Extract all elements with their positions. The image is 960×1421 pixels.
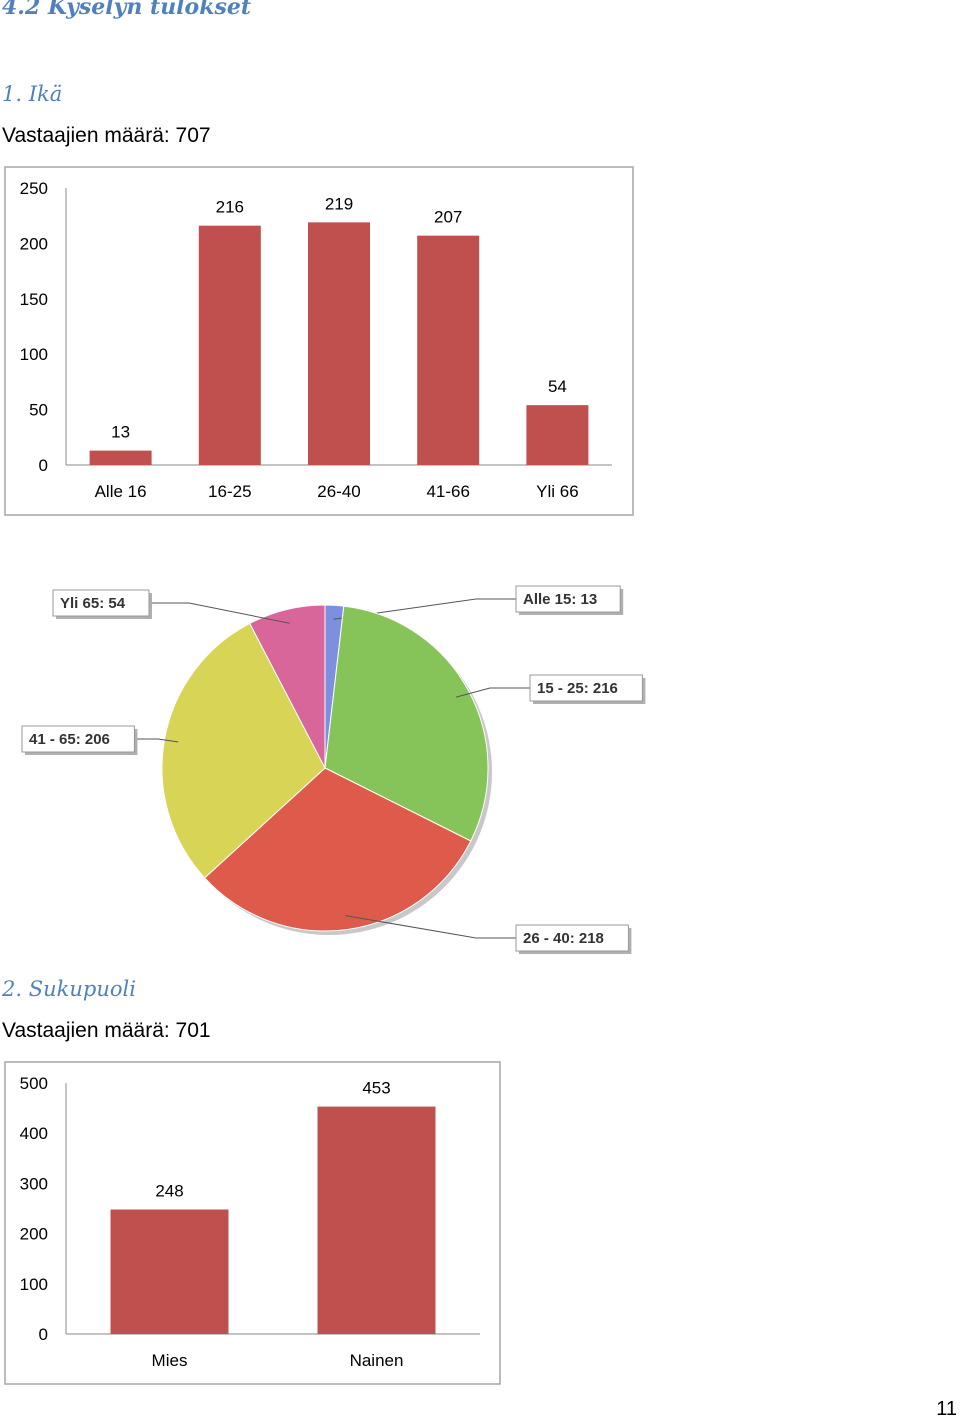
bar [308,222,370,465]
leader-line [134,738,179,743]
label-box [515,585,621,613]
label-box [515,924,629,952]
y-tick-label: 0 [39,456,48,475]
gender-bar-chart: 0 100 200 300 400 500 248 Mies 453 Nainen [4,1061,501,1385]
pie-label: Yli 65: 54 [60,595,126,612]
y-tick-label: 50 [29,401,48,420]
pie-slice [249,604,326,769]
pie-slice [203,767,472,932]
pie-label: Alle 15: 13 [523,591,597,608]
y-tick-label: 250 [20,179,48,198]
data-label: 54 [548,377,567,396]
y-tick-label: 150 [20,290,48,309]
leader-line [455,687,530,698]
question-1-respondents: Vastaajien määrä: 707 [2,124,211,147]
page-number: 11 [936,1398,957,1420]
y-tick-label: 0 [39,1325,48,1344]
bar [89,450,152,465]
bar [526,405,589,465]
y-tick-label: 300 [20,1174,48,1193]
data-label: 248 [155,1182,183,1201]
pie-label: 26 - 40: 218 [523,930,604,947]
data-label: 207 [434,208,462,227]
y-tick-label: 200 [20,1225,48,1244]
leader-line [333,598,516,620]
question-1-title: 1. Ikä [2,82,63,106]
leader-line [345,915,516,939]
bar [198,225,261,465]
y-tick-label: 100 [20,1275,48,1294]
question-2-title: 2. Sukupuoli [2,977,136,1001]
question-2-respondents: Vastaajien määrä: 701 [2,1019,211,1042]
y-tick-label: 400 [20,1124,48,1143]
pie-label: 15 - 25: 216 [537,680,618,697]
age-bar-chart: 0 50 100 150 200 250 13 Alle 16 216 16-25 219 26-40… [4,166,634,516]
bar [417,235,480,465]
y-tick-label: 200 [20,234,48,253]
label-box [52,589,150,617]
leader-line [149,602,290,624]
y-tick-label: 500 [20,1074,48,1093]
x-tick-label: 26-40 [317,482,360,501]
x-tick-label: Nainen [350,1351,404,1370]
y-tick-label: 100 [20,345,48,364]
pie-label: 41 - 65: 206 [29,731,110,748]
x-tick-label: Alle 16 [95,482,147,501]
x-tick-label: 41-66 [426,482,469,501]
age-pie-chart: Alle 15: 13 15 - 25: 216 26 - 40: 218 41 - … [21,585,646,954]
data-label: 216 [216,198,244,217]
bar [317,1106,436,1334]
x-tick-label: Mies [152,1351,188,1370]
x-tick-label: Yli 66 [536,482,579,501]
bar [110,1209,229,1334]
data-label: 13 [111,423,130,442]
section-heading: 4.2 Kyselyn tulokset [2,0,252,20]
pie-slice [324,605,489,842]
label-box [21,725,135,753]
data-label: 219 [325,194,353,213]
data-label: 453 [362,1079,390,1098]
label-box [529,674,643,702]
x-tick-label: 16-25 [208,482,251,501]
